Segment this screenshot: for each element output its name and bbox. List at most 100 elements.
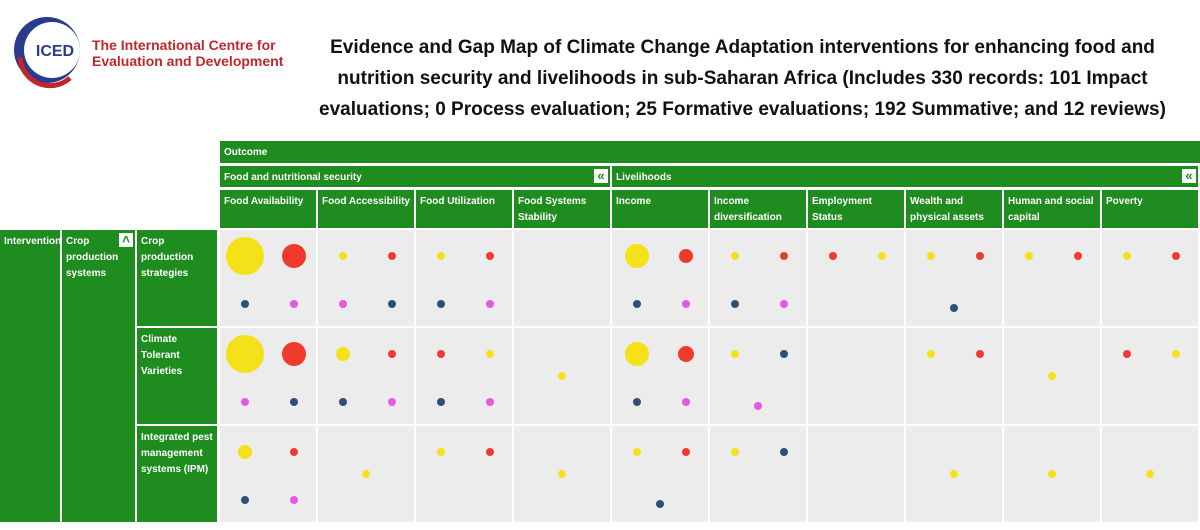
- collapse-button[interactable]: ˄: [119, 233, 133, 247]
- evidence-bubble[interactable]: [1025, 252, 1033, 260]
- row-header: Climate Tolerant Varieties: [137, 328, 217, 424]
- logo-inner: [24, 22, 80, 78]
- intervention-group: Crop production systems: [62, 230, 135, 522]
- column-header: Food Systems Stability: [514, 190, 610, 228]
- evidence-bubble[interactable]: [731, 448, 739, 456]
- map-cell: [220, 426, 316, 522]
- evidence-bubble[interactable]: [1074, 252, 1082, 260]
- evidence-bubble[interactable]: [339, 300, 347, 308]
- evidence-bubble[interactable]: [388, 252, 396, 260]
- evidence-bubble[interactable]: [437, 448, 445, 456]
- map-title: Evidence and Gap Map of Climate Change A…: [319, 37, 1166, 120]
- row-header: Integrated pest management systems (IPM): [137, 426, 217, 522]
- evidence-bubble[interactable]: [731, 252, 739, 260]
- evidence-bubble[interactable]: [362, 470, 370, 478]
- evidence-bubble[interactable]: [754, 402, 762, 410]
- evidence-bubble[interactable]: [1048, 372, 1056, 380]
- evidence-bubble[interactable]: [388, 300, 396, 308]
- evidence-bubble[interactable]: [1123, 252, 1131, 260]
- map-cell: [1004, 328, 1100, 424]
- evidence-bubble[interactable]: [976, 252, 984, 260]
- evidence-bubble[interactable]: [437, 300, 445, 308]
- map-cell: [1004, 230, 1100, 326]
- evidence-bubble[interactable]: [486, 300, 494, 308]
- evidence-bubble[interactable]: [282, 244, 306, 268]
- evidence-bubble[interactable]: [1172, 350, 1180, 358]
- evidence-bubble[interactable]: [290, 398, 298, 406]
- evidence-bubble[interactable]: [878, 252, 886, 260]
- map-cell: [1102, 328, 1198, 424]
- evidence-bubble[interactable]: [486, 398, 494, 406]
- map-cell: [906, 328, 1002, 424]
- evidence-bubble[interactable]: [226, 335, 264, 373]
- collapse-button[interactable]: «: [1182, 169, 1196, 183]
- evidence-bubble[interactable]: [682, 398, 690, 406]
- evidence-bubble[interactable]: [282, 342, 306, 366]
- evidence-bubble[interactable]: [486, 448, 494, 456]
- evidence-bubble[interactable]: [633, 398, 641, 406]
- evidence-bubble[interactable]: [238, 445, 252, 459]
- map-cell: [1004, 426, 1100, 522]
- evidence-bubble[interactable]: [625, 342, 649, 366]
- evidence-bubble[interactable]: [486, 252, 494, 260]
- evidence-bubble[interactable]: [625, 244, 649, 268]
- evidence-bubble[interactable]: [1172, 252, 1180, 260]
- evidence-bubble[interactable]: [656, 500, 664, 508]
- evidence-bubble[interactable]: [829, 252, 837, 260]
- map-cell: [808, 230, 904, 326]
- evidence-bubble[interactable]: [678, 346, 694, 362]
- evidence-bubble[interactable]: [682, 300, 690, 308]
- evidence-bubble[interactable]: [290, 496, 298, 504]
- evidence-bubble[interactable]: [927, 350, 935, 358]
- evidence-bubble[interactable]: [339, 252, 347, 260]
- map-cell: [220, 230, 316, 326]
- evidence-bubble[interactable]: [486, 350, 494, 358]
- evidence-bubble[interactable]: [633, 448, 641, 456]
- evidence-bubble[interactable]: [241, 398, 249, 406]
- map-cell: [710, 230, 806, 326]
- evidence-bubble[interactable]: [780, 448, 788, 456]
- evidence-bubble[interactable]: [437, 252, 445, 260]
- evidence-bubble[interactable]: [558, 372, 566, 380]
- evidence-bubble[interactable]: [336, 347, 350, 361]
- evidence-bubble[interactable]: [780, 300, 788, 308]
- evidence-bubble[interactable]: [731, 350, 739, 358]
- outcome-group-header: Livelihoods: [612, 166, 1198, 187]
- evidence-bubble[interactable]: [1123, 350, 1131, 358]
- evidence-bubble[interactable]: [290, 300, 298, 308]
- outcome-header: Outcome: [220, 141, 1200, 163]
- evidence-bubble[interactable]: [927, 252, 935, 260]
- evidence-bubble[interactable]: [950, 470, 958, 478]
- map-cell: [612, 328, 708, 424]
- evidence-bubble[interactable]: [388, 398, 396, 406]
- column-header: Income diversification: [710, 190, 806, 228]
- evidence-bubble[interactable]: [682, 448, 690, 456]
- evidence-bubble[interactable]: [950, 304, 958, 312]
- column-header: Income: [612, 190, 708, 228]
- collapse-button[interactable]: «: [594, 169, 608, 183]
- evidence-bubble[interactable]: [437, 350, 445, 358]
- evidence-bubble[interactable]: [388, 350, 396, 358]
- map-cell: [1102, 230, 1198, 326]
- evidence-bubble[interactable]: [241, 300, 249, 308]
- evidence-bubble[interactable]: [339, 398, 347, 406]
- logo-mark: ICED: [36, 43, 74, 60]
- evidence-bubble[interactable]: [633, 300, 641, 308]
- evidence-bubble[interactable]: [976, 350, 984, 358]
- column-header: Food Accessibility: [318, 190, 414, 228]
- map-cell: [416, 328, 512, 424]
- map-cell: [710, 328, 806, 424]
- evidence-bubble[interactable]: [1146, 470, 1154, 478]
- map-cell: [220, 328, 316, 424]
- evidence-bubble[interactable]: [679, 249, 693, 263]
- evidence-bubble[interactable]: [290, 448, 298, 456]
- evidence-bubble[interactable]: [731, 300, 739, 308]
- evidence-bubble[interactable]: [558, 470, 566, 478]
- evidence-bubble[interactable]: [1048, 470, 1056, 478]
- evidence-bubble[interactable]: [780, 252, 788, 260]
- evidence-bubble[interactable]: [226, 237, 264, 275]
- evidence-bubble[interactable]: [437, 398, 445, 406]
- evidence-bubble[interactable]: [780, 350, 788, 358]
- evidence-bubble[interactable]: [241, 496, 249, 504]
